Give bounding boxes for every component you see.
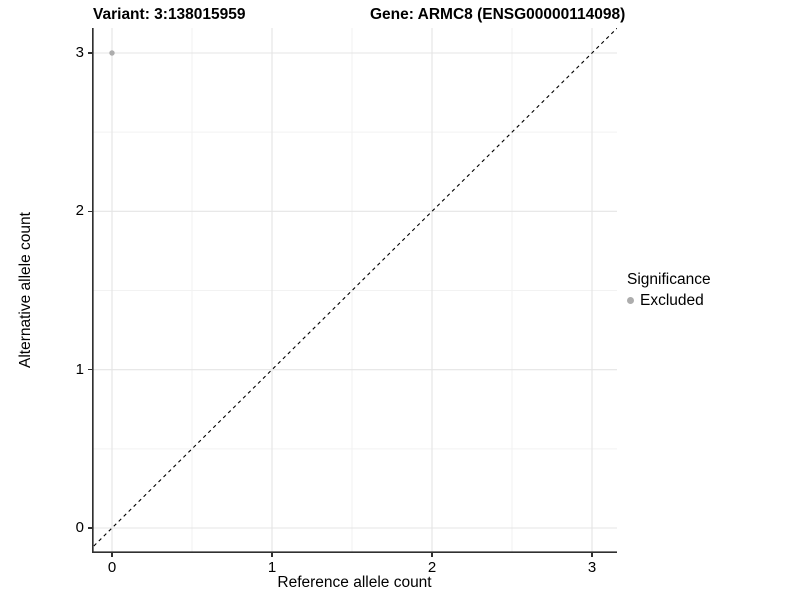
plot-title-variant: Variant: 3:138015959: [93, 6, 246, 23]
x-tick-label: 2: [427, 559, 437, 576]
x-tick-label: 3: [587, 559, 597, 576]
legend-title: Significance: [627, 271, 711, 288]
x-tick-label: 1: [267, 559, 277, 576]
y-tick-mark: [88, 527, 92, 529]
plot-panel: [92, 28, 617, 553]
legend-item: Excluded: [627, 291, 711, 310]
x-tick-mark: [591, 553, 593, 557]
y-axis-title: Alternative allele count: [17, 212, 34, 368]
y-tick-mark: [88, 52, 92, 54]
y-tick-label: 1: [75, 360, 84, 378]
y-tick-label: 2: [75, 202, 84, 220]
plot-title-gene: Gene: ARMC8 (ENSG00000114098): [370, 6, 626, 23]
x-tick-mark: [111, 553, 113, 557]
legend-items: Excluded: [627, 291, 711, 310]
x-tick-label: 0: [107, 559, 117, 576]
x-tick-mark: [271, 553, 273, 557]
plot-canvas: [92, 28, 617, 553]
y-tick-label: 0: [75, 519, 84, 536]
x-tick-mark: [431, 553, 433, 557]
y-tick-label: 3: [75, 44, 84, 61]
y-tick-mark: [88, 368, 92, 371]
y-tick-mark: [88, 210, 92, 213]
legend-key-dot-icon: [627, 297, 634, 304]
legend: Significance Excluded: [627, 270, 711, 310]
legend-item-label: Excluded: [640, 292, 704, 309]
x-axis-title: Reference allele count: [277, 574, 432, 591]
